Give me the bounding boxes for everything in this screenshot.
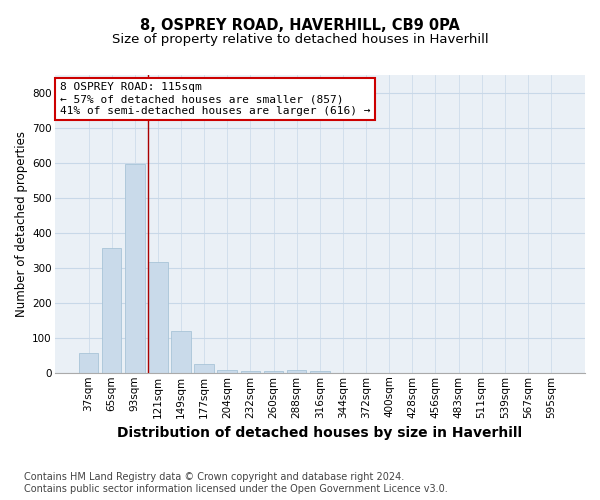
X-axis label: Distribution of detached houses by size in Haverhill: Distribution of detached houses by size …: [117, 426, 523, 440]
Text: Size of property relative to detached houses in Haverhill: Size of property relative to detached ho…: [112, 32, 488, 46]
Bar: [125, 164, 145, 373]
Bar: [102, 248, 121, 373]
Bar: [194, 364, 214, 373]
Text: 8 OSPREY ROAD: 115sqm
← 57% of detached houses are smaller (857)
41% of semi-det: 8 OSPREY ROAD: 115sqm ← 57% of detached …: [60, 82, 370, 116]
Text: 8, OSPREY ROAD, HAVERHILL, CB9 0PA: 8, OSPREY ROAD, HAVERHILL, CB9 0PA: [140, 18, 460, 32]
Y-axis label: Number of detached properties: Number of detached properties: [15, 131, 28, 317]
Bar: [241, 371, 260, 373]
Bar: [287, 370, 307, 373]
Bar: [148, 262, 168, 373]
Text: Contains HM Land Registry data © Crown copyright and database right 2024.: Contains HM Land Registry data © Crown c…: [24, 472, 404, 482]
Bar: [310, 371, 329, 373]
Bar: [79, 354, 98, 373]
Bar: [264, 371, 283, 373]
Bar: [217, 370, 237, 373]
Bar: [171, 330, 191, 373]
Text: Contains public sector information licensed under the Open Government Licence v3: Contains public sector information licen…: [24, 484, 448, 494]
